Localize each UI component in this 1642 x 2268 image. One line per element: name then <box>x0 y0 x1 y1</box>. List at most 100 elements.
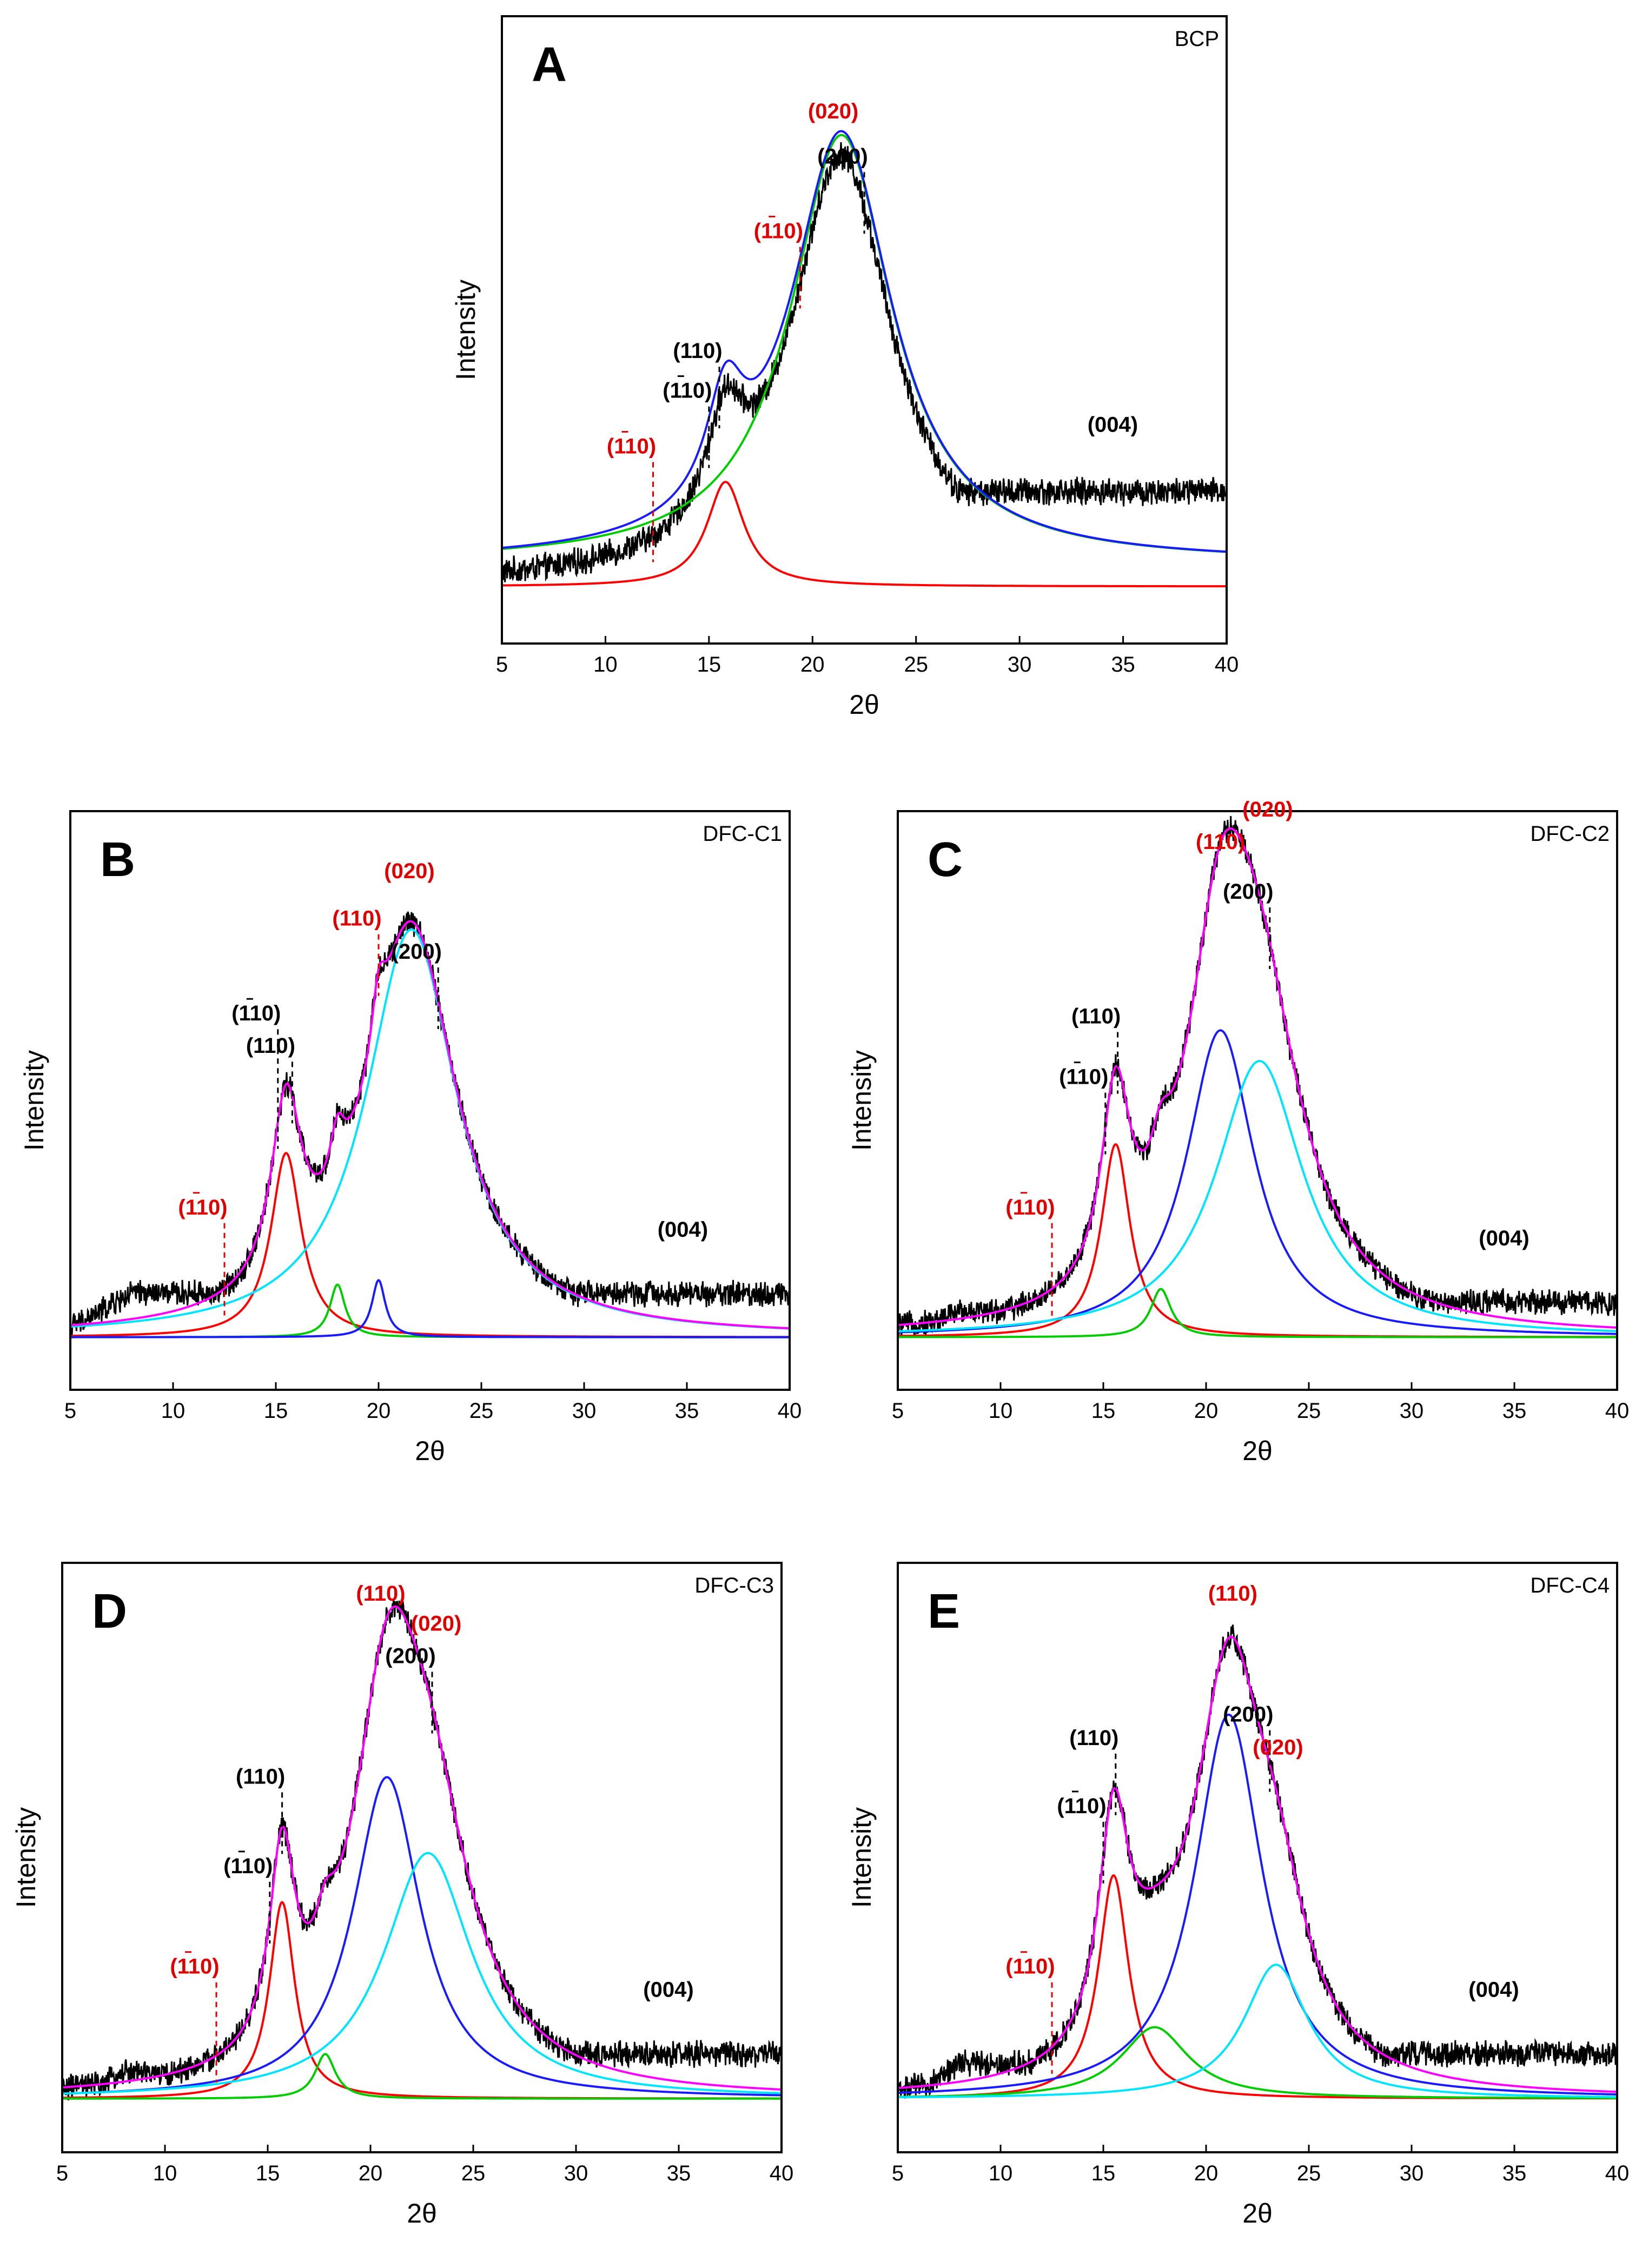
plot-frame <box>501 15 1228 645</box>
y-axis-label: Intensity <box>846 1807 877 1908</box>
x-axis-label: 2θ <box>407 2198 437 2229</box>
peak-label: (110) <box>231 1002 281 1025</box>
x-tick-label: 40 <box>770 2161 794 2185</box>
fit-component-green <box>898 1288 1617 1338</box>
peak-label: (020) <box>411 1612 461 1636</box>
plot-area <box>62 1599 782 2101</box>
peak-label: (004) <box>1479 1226 1529 1250</box>
experimental-pattern <box>62 1599 782 2101</box>
x-tick-label: 15 <box>697 653 721 677</box>
x-tick-label: 5 <box>892 2161 904 2185</box>
peak-label: (200) <box>1223 1702 1273 1726</box>
plot-area <box>898 1624 1617 2100</box>
x-tick-label: 25 <box>469 1399 494 1423</box>
peak-label: (110) <box>663 379 712 403</box>
x-axis-label: 2θ <box>1242 2198 1273 2229</box>
sample-label: DFC-C4 <box>1530 1574 1610 1597</box>
x-tick-label: 15 <box>256 2161 280 2185</box>
sample-label: DFC-C3 <box>694 1574 774 1597</box>
plot-frame <box>61 1562 783 2153</box>
y-axis-label: Intensity <box>11 1807 41 1908</box>
peak-label: (110) <box>170 1955 219 1979</box>
panel-letter: E <box>928 1584 960 1639</box>
fit-total <box>62 1605 782 2091</box>
peak-label: (004) <box>643 1978 693 2001</box>
peak-label: (110) <box>673 339 722 363</box>
panel-letter: B <box>100 833 135 887</box>
fit-total <box>898 1635 1617 2093</box>
peak-label: (200) <box>817 144 868 168</box>
plot-area <box>70 911 790 1338</box>
peak-label: (110) <box>236 1765 285 1788</box>
chart-panel-d: 5 10 15 20 25 30 35 40 2θ Intensity D DFC-C3 (200) (1… <box>11 1562 794 2229</box>
peak-label: (004) <box>658 1218 708 1242</box>
peak-label: (110) <box>332 907 381 931</box>
peak-label: (020) <box>808 100 858 123</box>
peak-label: (110) <box>356 1582 405 1606</box>
peak-label: (004) <box>1468 1978 1519 2001</box>
x-tick-label: 25 <box>1297 1399 1321 1423</box>
x-tick-label: 30 <box>1008 653 1032 677</box>
peak-label: (110) <box>1208 1582 1257 1606</box>
x-tick-label: 25 <box>1297 2161 1321 2185</box>
y-axis-label: Intensity <box>846 1050 877 1151</box>
peak-label: (110) <box>1057 1794 1106 1818</box>
x-axis-label: 2θ <box>849 689 879 720</box>
peak-label: (110) <box>1005 1955 1055 1979</box>
y-axis-label: Intensity <box>19 1050 49 1151</box>
chart-panel-c: 5 10 15 20 25 30 35 40 2θ Intensity C DFC-C2 (200) (1… <box>846 798 1629 1466</box>
x-tick-label: 5 <box>496 653 508 677</box>
x-tick-label: 35 <box>667 2161 691 2185</box>
peak-label: (110) <box>1005 1196 1055 1219</box>
x-tick-label: 20 <box>1194 2161 1219 2185</box>
x-tick-label: 40 <box>1215 653 1239 677</box>
sample-label: BCP <box>1175 27 1219 51</box>
x-tick-label: 5 <box>56 2161 68 2185</box>
x-tick-label: 30 <box>572 1399 597 1423</box>
plot-frame <box>897 1562 1618 2153</box>
x-tick-label: 10 <box>989 2161 1013 2185</box>
plot-area <box>898 816 1617 1338</box>
x-tick-label: 10 <box>989 1399 1013 1423</box>
experimental-pattern <box>502 142 1227 582</box>
plot-area <box>502 130 1227 588</box>
x-tick-label: 10 <box>153 2161 177 2185</box>
x-tick-label: 40 <box>1605 1399 1630 1423</box>
panel-letter: A <box>532 38 567 92</box>
plot-frame <box>69 810 791 1391</box>
fit-total <box>898 827 1617 1329</box>
fit-component-cyan <box>898 1964 1617 2099</box>
panel-letter: D <box>92 1584 127 1639</box>
fit-component-red <box>502 481 1227 588</box>
peak-label: (110) <box>1196 830 1245 854</box>
peak-label: (200) <box>1223 880 1273 904</box>
peak-label: (110) <box>246 1034 295 1058</box>
peak-label: (020) <box>384 859 434 883</box>
chart-panel-e: 5 10 15 20 25 30 35 40 2θ Intensity E DFC-C4 (200) (1… <box>846 1562 1630 2229</box>
fit-component-blue <box>62 1776 782 2097</box>
fit-component-green <box>62 2053 782 2100</box>
peak-label: (110) <box>178 1196 227 1219</box>
fit-component-blue <box>898 1713 1617 2095</box>
x-tick-label: 30 <box>1400 1399 1424 1423</box>
x-tick-label: 15 <box>1091 1399 1116 1423</box>
fit-component-blue <box>70 1279 790 1338</box>
peak-label: (020) <box>1253 1735 1303 1759</box>
x-tick-label: 20 <box>367 1399 391 1423</box>
sample-label: DFC-C2 <box>1530 822 1610 846</box>
experimental-pattern <box>70 911 790 1338</box>
plot-frame <box>897 810 1618 1391</box>
peak-label: (200) <box>385 1644 435 1668</box>
experimental-pattern <box>898 1624 1617 2099</box>
x-tick-label: 15 <box>1091 2161 1116 2185</box>
panel-letter: C <box>928 833 963 887</box>
x-axis-label: 2θ <box>415 1436 445 1466</box>
x-tick-label: 40 <box>1605 2161 1630 2185</box>
x-tick-label: 5 <box>892 1399 904 1423</box>
x-tick-label: 30 <box>564 2161 588 2185</box>
x-tick-label: 35 <box>1502 1399 1527 1423</box>
fit-component-cyan <box>70 928 790 1330</box>
fit-component-cyan <box>62 1852 782 2095</box>
x-tick-label: 10 <box>593 653 618 677</box>
x-tick-label: 15 <box>264 1399 288 1423</box>
